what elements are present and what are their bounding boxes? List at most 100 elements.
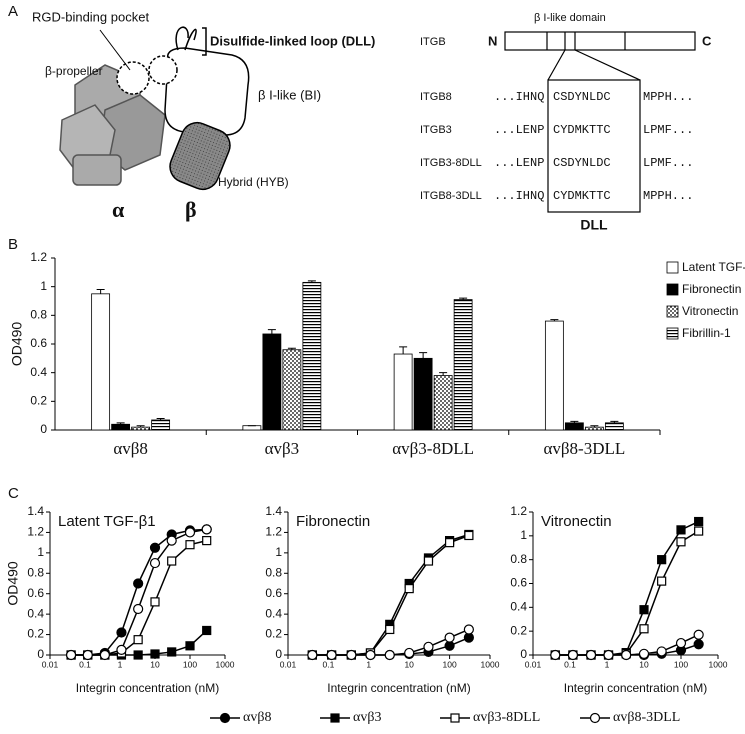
- legend-swatch: [666, 261, 679, 274]
- x-tick-label: 100: [183, 659, 197, 669]
- y-tick-label: 0.6: [265, 586, 282, 600]
- series-line: [555, 530, 700, 656]
- marker: [675, 637, 687, 649]
- domain-bar: [504, 31, 696, 213]
- marker: [116, 627, 127, 638]
- c-term: C: [702, 33, 712, 48]
- x-axis-label: Integrin concentration (nM): [327, 681, 470, 695]
- marker: [550, 649, 561, 661]
- bar: [413, 357, 433, 431]
- legend-label: αvβ8: [243, 710, 271, 725]
- row-name: ITGB3-8DLL: [420, 157, 482, 169]
- bar: [302, 281, 322, 431]
- x-axis-label: Integrin concentration (nM): [564, 681, 707, 695]
- y-tick-label: 0: [520, 647, 527, 661]
- y-tick-label: 0.8: [30, 308, 47, 322]
- error-bar: [307, 280, 316, 283]
- marker: [133, 650, 143, 660]
- y-tick-label: 1.4: [265, 504, 282, 518]
- error-bar: [96, 289, 105, 294]
- marker: [149, 542, 161, 553]
- y-tick-label: 1: [37, 545, 44, 559]
- marker: [133, 635, 143, 645]
- marker: [202, 625, 212, 636]
- y-tick-label: 0.4: [27, 606, 44, 620]
- marker: [65, 649, 77, 661]
- panel-label: B: [8, 236, 18, 253]
- legend-label: Fibrillin-1: [682, 326, 731, 340]
- marker: [133, 578, 144, 589]
- marker: [346, 649, 357, 661]
- error-bar: [550, 319, 559, 322]
- y-tick-label: 0.4: [510, 600, 527, 614]
- legend-swatch: [666, 327, 679, 340]
- marker: [150, 597, 160, 607]
- x-axis-label: Integrin concentration (nM): [76, 681, 219, 695]
- marker: [365, 649, 376, 661]
- x-tick-label: 1000: [216, 659, 235, 669]
- error-bar: [116, 422, 125, 425]
- marker: [167, 556, 177, 566]
- y-tick-label: 1.4: [27, 504, 44, 518]
- seq-right: LPMF...: [643, 123, 693, 137]
- seq-left: ...IHNQ: [494, 189, 544, 203]
- marker: [326, 649, 337, 661]
- bar: [393, 353, 413, 431]
- seq-left: ...LENP: [494, 123, 544, 137]
- legend-label: Fibronectin: [682, 282, 741, 296]
- y-tick-label: 0.8: [510, 552, 527, 566]
- legend-label: αvβ8-3DLL: [613, 710, 680, 725]
- n-term: N: [488, 33, 497, 48]
- label-dll: Disulfide-linked loop (DLL): [210, 33, 375, 48]
- error-bar: [267, 329, 276, 334]
- label-alpha: α: [112, 197, 125, 222]
- marker: [464, 530, 474, 541]
- x-tick-label: 100: [443, 659, 457, 669]
- marker: [621, 649, 632, 661]
- marker: [444, 632, 455, 643]
- chart-title: Fibronectin: [296, 513, 370, 530]
- x-tick-label: 0.01: [42, 659, 59, 669]
- panel-label: A: [8, 3, 18, 20]
- error-bar: [287, 347, 296, 350]
- marker: [567, 649, 579, 661]
- x-tick-label: 1: [118, 659, 123, 669]
- domain-label: β I-like domain: [534, 12, 606, 24]
- error-bar: [570, 420, 579, 423]
- bar: [242, 425, 262, 431]
- error-bar: [610, 420, 619, 423]
- seq-left: ...IHNQ: [494, 90, 544, 104]
- bar: [544, 320, 564, 431]
- x-tick-label: αvβ3-8DLL: [392, 439, 474, 458]
- error-bar: [459, 297, 468, 300]
- bar: [584, 426, 604, 431]
- bar: [564, 422, 584, 431]
- chart-title: Latent TGF-β1: [58, 513, 156, 530]
- marker: [603, 649, 614, 661]
- marker: [656, 646, 667, 657]
- x-tick-label: 100: [674, 659, 688, 669]
- label-beta: β: [185, 197, 197, 222]
- marker: [167, 647, 177, 657]
- x-tick-label: 1000: [481, 659, 500, 669]
- marker: [676, 537, 686, 547]
- marker: [185, 540, 195, 550]
- y-tick-label: 1: [520, 528, 527, 542]
- marker: [149, 557, 161, 569]
- x-tick-label: αvβ8-3DLL: [543, 439, 625, 458]
- marker: [423, 556, 434, 566]
- marker: [693, 639, 704, 650]
- x-tick-label: 0.01: [280, 659, 297, 669]
- legend-swatch: [666, 283, 679, 296]
- marker: [657, 555, 667, 565]
- x-tick-label: 1: [366, 659, 371, 669]
- legend-label: Latent TGF-β1: [682, 260, 745, 274]
- x-tick-label: αvβ3: [265, 439, 300, 458]
- y-axis-label: OD490: [5, 561, 21, 606]
- seq-dll: CYDMKTTC: [553, 189, 611, 203]
- y-tick-label: 1.2: [27, 525, 44, 539]
- marker: [639, 624, 649, 634]
- marker: [657, 576, 667, 586]
- y-tick-label: 0.6: [30, 336, 47, 350]
- marker: [694, 516, 704, 527]
